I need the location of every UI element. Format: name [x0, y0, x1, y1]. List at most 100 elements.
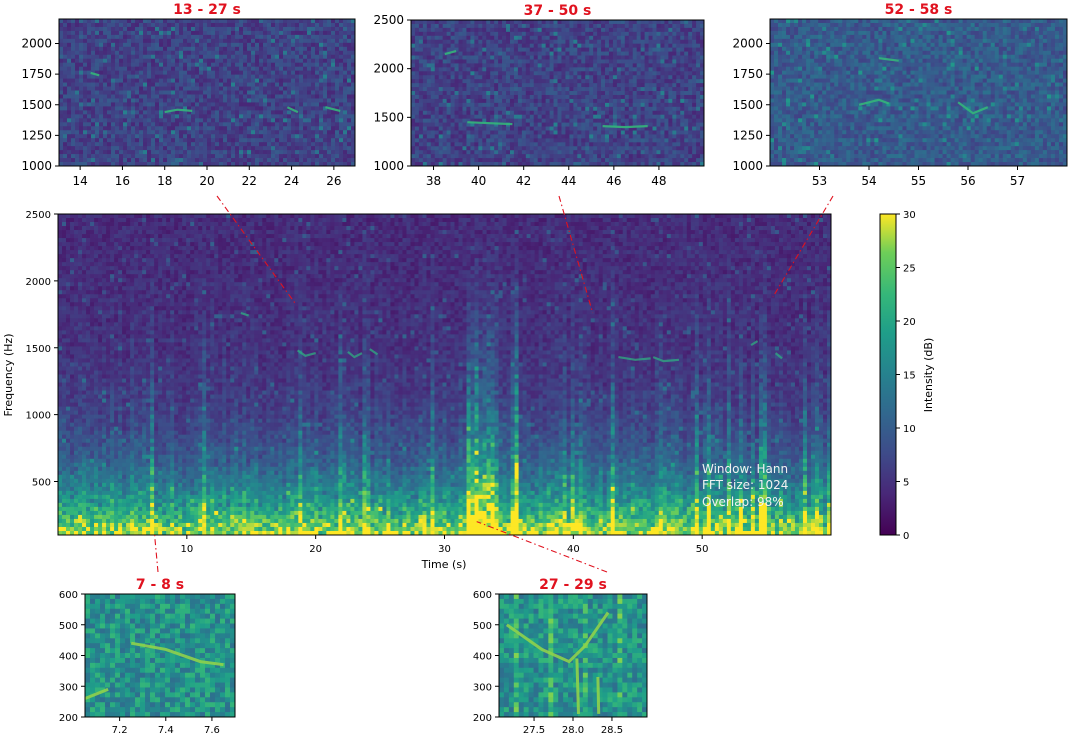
heatmap-cell [270, 250, 275, 255]
heatmap-cell [570, 234, 576, 239]
heatmap-cell [366, 254, 371, 259]
heatmap-cell [162, 290, 167, 295]
heatmap-cell [66, 314, 71, 319]
heatmap-cell [370, 270, 375, 275]
heatmap-cell [522, 234, 528, 239]
heatmap-cell [94, 218, 99, 223]
heatmap-cell [602, 294, 608, 299]
heatmap-cell [250, 306, 255, 311]
heatmap-cell [362, 294, 367, 299]
heatmap-cell [406, 274, 411, 279]
heatmap-cell [234, 254, 239, 259]
heatmap-cell [138, 234, 143, 239]
heatmap-cell [738, 242, 744, 247]
heatmap-cell [706, 226, 712, 231]
heatmap-cell [778, 250, 784, 255]
heatmap-cell [190, 262, 195, 267]
heatmap-cell [486, 218, 491, 223]
heatmap-cell [806, 226, 812, 231]
heatmap-cell [290, 214, 295, 219]
heatmap-cell [286, 282, 291, 287]
heatmap-cell [170, 302, 175, 307]
heatmap-cell [490, 294, 495, 299]
heatmap-cell [506, 218, 511, 223]
heatmap-cell [190, 222, 195, 227]
heatmap-cell [570, 274, 576, 279]
heatmap-cell [158, 250, 163, 255]
heatmap-cell [574, 226, 580, 231]
heatmap-cell [730, 310, 736, 315]
heatmap-cell [702, 238, 708, 243]
heatmap-cell [554, 238, 560, 243]
heatmap-cell [426, 238, 431, 243]
heatmap-cell [614, 250, 620, 255]
heatmap-cell [402, 222, 407, 227]
heatmap-cell [498, 310, 503, 315]
heatmap-cell [506, 310, 511, 315]
heatmap-cell [370, 290, 375, 295]
heatmap-cell [298, 286, 303, 291]
heatmap-cell [622, 314, 628, 319]
heatmap-cell [138, 266, 143, 271]
heatmap-cell [498, 222, 503, 227]
heatmap-cell [722, 290, 728, 295]
heatmap-cell [394, 238, 399, 243]
heatmap-cell [254, 294, 259, 299]
heatmap-cell [374, 294, 379, 299]
heatmap-cell [754, 290, 760, 295]
heatmap-cell [654, 246, 660, 251]
heatmap-cell [482, 222, 487, 227]
heatmap-cell [102, 214, 107, 219]
heatmap-cell [330, 302, 335, 307]
heatmap-cell [62, 278, 67, 283]
heatmap-cell [390, 286, 395, 291]
heatmap-cell [138, 298, 143, 303]
heatmap-cell [294, 254, 299, 259]
heatmap-cell [62, 290, 67, 295]
heatmap-cell [710, 270, 716, 275]
heatmap-cell [202, 214, 207, 219]
heatmap-cell [802, 266, 808, 271]
heatmap-cell [822, 270, 828, 275]
heatmap-cell [226, 242, 231, 247]
heatmap-cell [574, 298, 580, 303]
heatmap-cell [134, 286, 139, 291]
heatmap-cell [306, 310, 311, 315]
heatmap-cell [734, 218, 740, 223]
heatmap-cell [814, 290, 820, 295]
heatmap-cell [658, 294, 664, 299]
heatmap-cell [234, 218, 239, 223]
heatmap-cell [722, 270, 728, 275]
heatmap-cell [754, 218, 760, 223]
heatmap-cell [762, 254, 768, 259]
heatmap-cell [194, 234, 199, 239]
heatmap-cell [566, 314, 572, 319]
heatmap-cell [642, 290, 648, 295]
heatmap-cell [118, 238, 123, 243]
heatmap-cell [426, 314, 431, 319]
heatmap-cell [206, 262, 211, 267]
heatmap-cell [346, 286, 351, 291]
heatmap-cell [186, 262, 191, 267]
heatmap-cell [606, 310, 612, 315]
heatmap-cell [690, 298, 696, 303]
heatmap-cell [702, 230, 708, 235]
heatmap-cell [558, 258, 564, 263]
heatmap-cell [126, 314, 131, 319]
heatmap-cell [766, 214, 772, 219]
heatmap-cell [442, 214, 447, 219]
heatmap-cell [166, 242, 171, 247]
heatmap-cell [642, 226, 648, 231]
heatmap-cell [206, 238, 211, 243]
heatmap-cell [150, 294, 155, 299]
heatmap-cell [474, 258, 479, 263]
heatmap-cell [246, 226, 251, 231]
heatmap-cell [750, 306, 756, 311]
heatmap-cell [442, 278, 447, 283]
heatmap-cell [482, 290, 487, 295]
heatmap-cell [822, 306, 828, 311]
heatmap-cell [790, 310, 796, 315]
heatmap-cell [650, 294, 656, 299]
heatmap-cell [74, 258, 79, 263]
heatmap-cell [594, 286, 600, 291]
